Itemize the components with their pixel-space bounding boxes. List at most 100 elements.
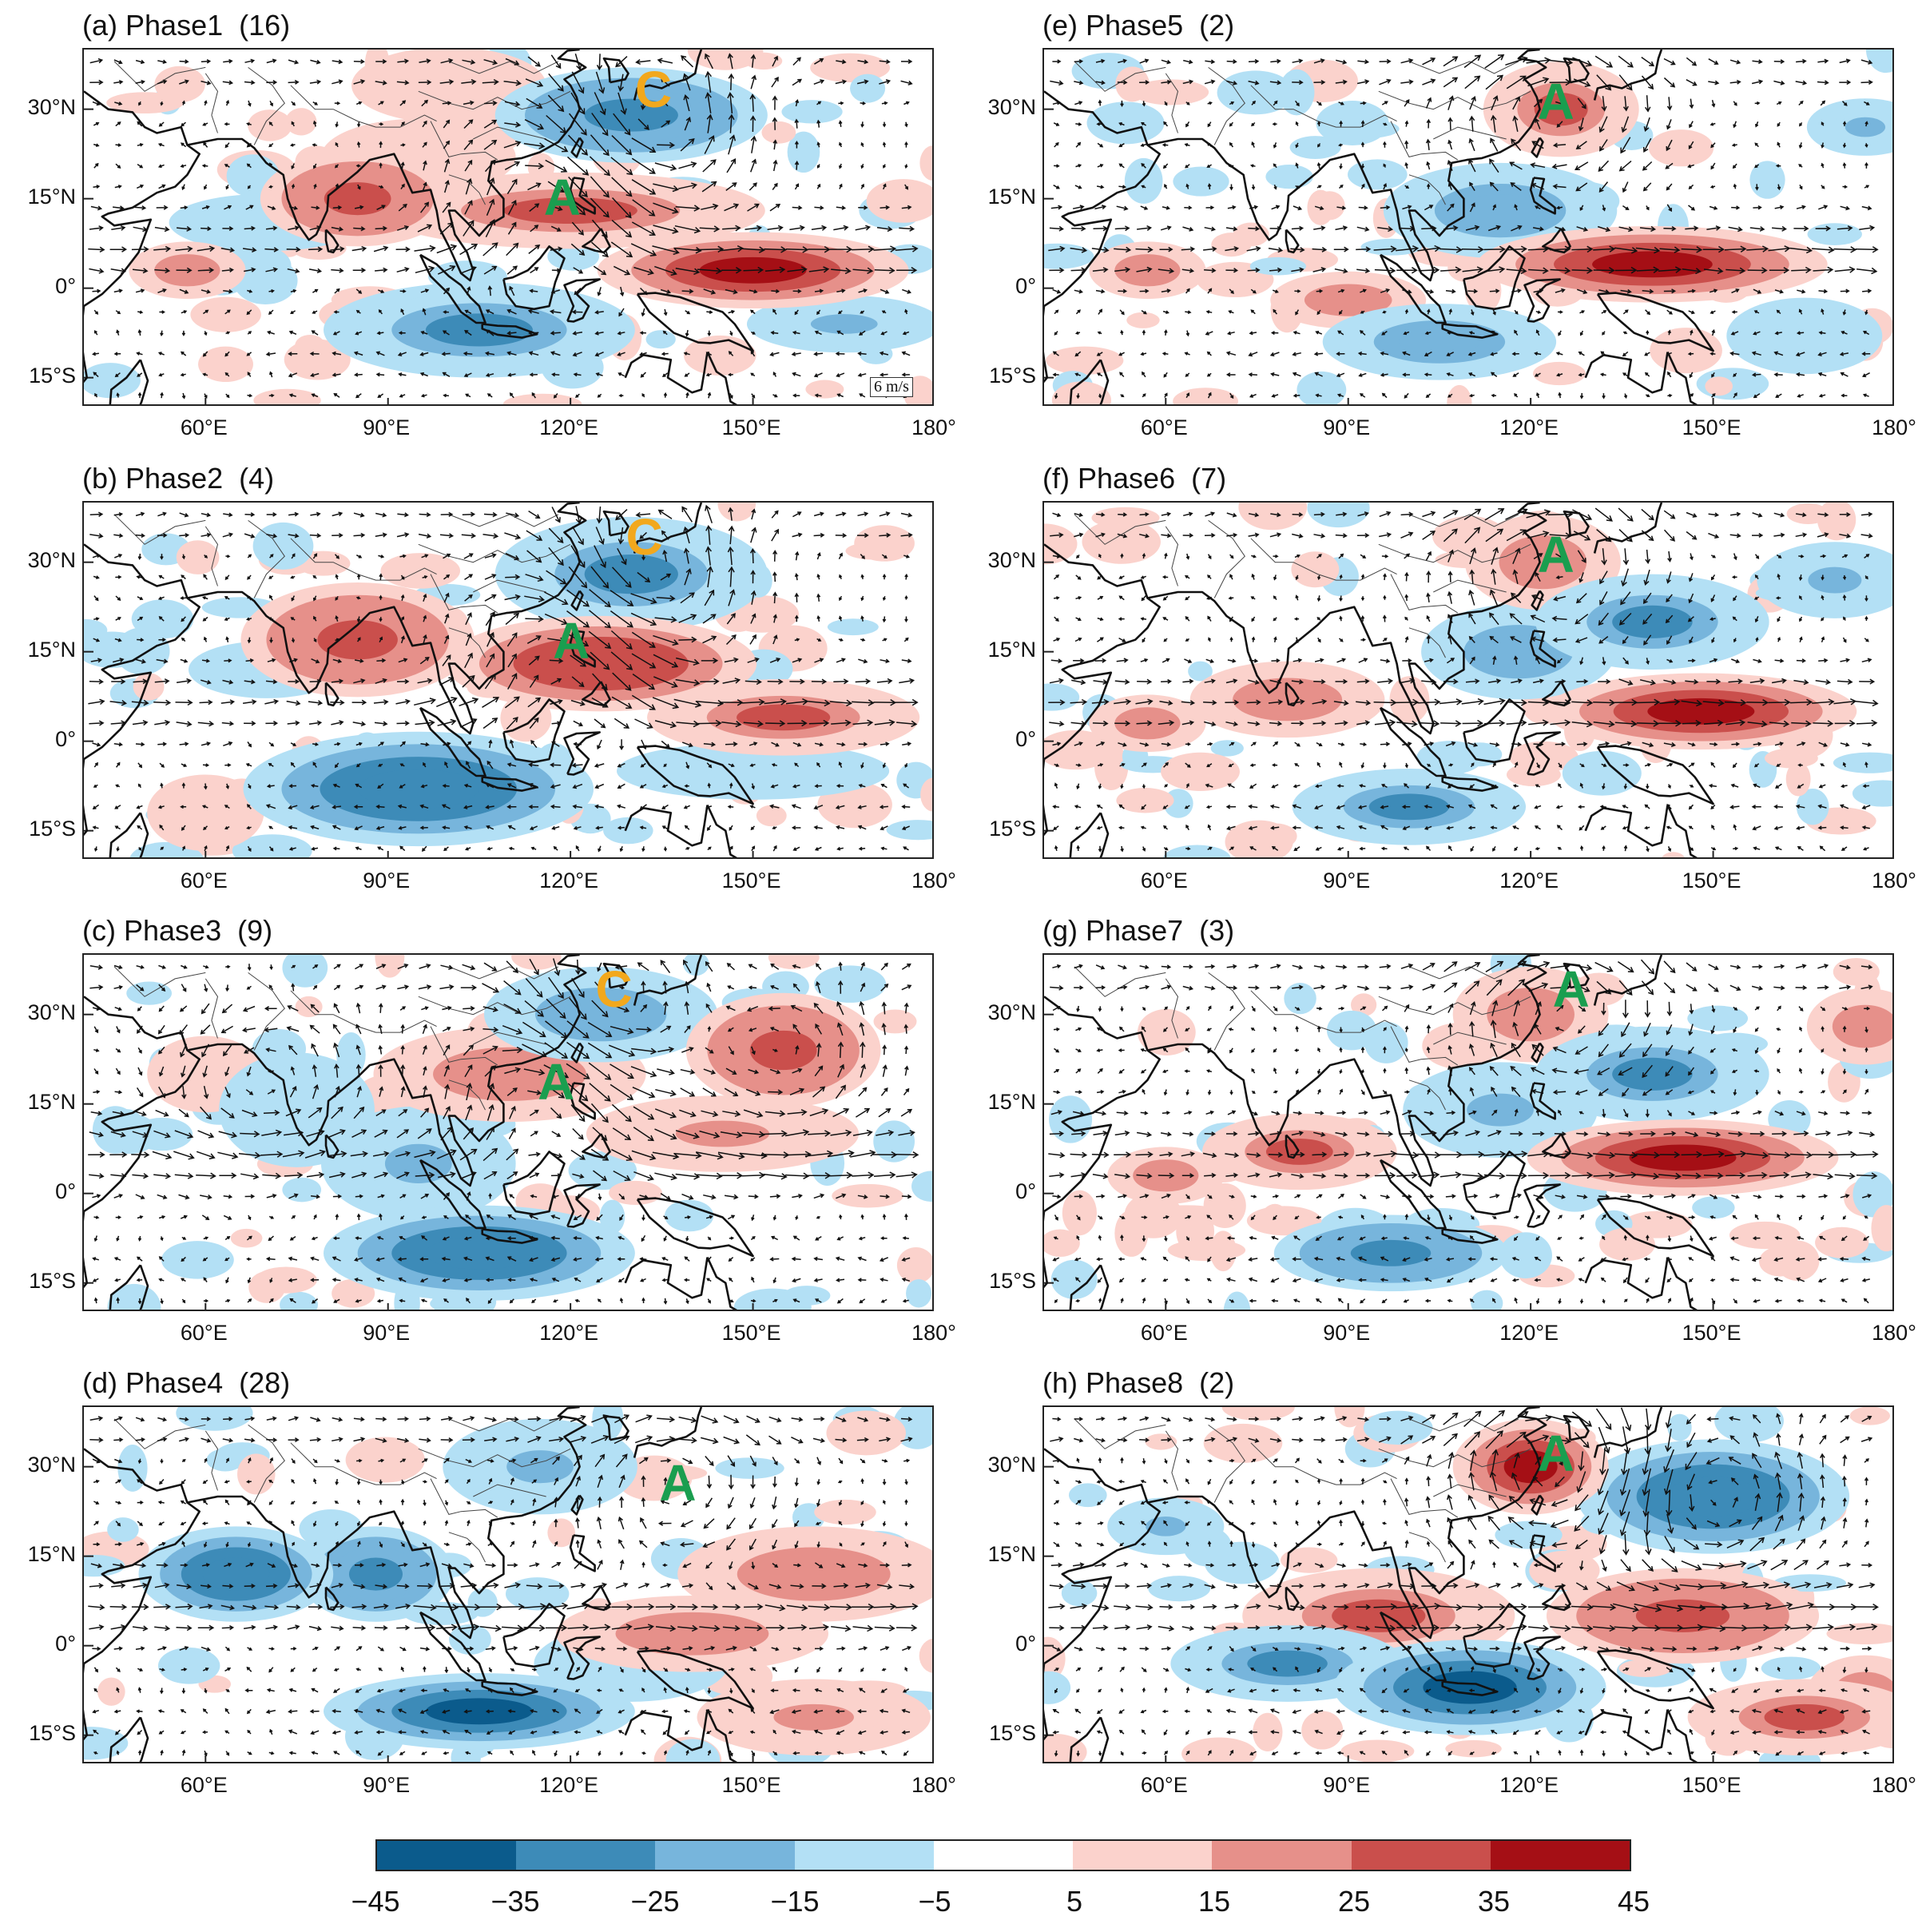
wind-vector [653,202,679,214]
wind-vector [247,574,252,580]
wind-vector [1463,54,1482,69]
wind-vector [396,1437,410,1443]
anomaly-patch [1796,788,1829,825]
wind-vector [1862,372,1870,378]
wind-vector [750,1235,756,1241]
wind-vector [794,592,800,602]
wind-vector [246,1480,252,1484]
wind-vector [335,574,339,580]
coastline [1285,1134,1300,1159]
coastline [1069,1264,1110,1310]
wind-vector [549,1415,564,1421]
wind-vector [224,1067,230,1077]
wind-vector [395,1603,411,1609]
wind-vector [399,1458,407,1463]
wind-vector [396,1624,411,1631]
wind-vector [398,331,406,336]
wind-vector [722,678,741,684]
wind-vector [1733,553,1737,561]
wind-vector [1572,509,1593,521]
wind-vector [858,205,868,210]
wind-vector [792,1647,802,1652]
wind-vector [115,1479,121,1484]
wind-vector [900,512,913,518]
anomaly-patch [1692,1196,1735,1219]
wind-vector [685,761,690,769]
wind-vector [1492,309,1496,316]
wind-vector [1491,393,1497,398]
wind-vector [1531,594,1544,602]
wind-vector [442,1709,451,1714]
wind-vector [706,1278,712,1282]
wind-vector [1116,658,1129,663]
anomaly-patch [107,1517,139,1542]
wind-vector [1513,1000,1520,1016]
wind-vector [1535,784,1541,788]
wind-vector [248,100,252,107]
wind-vector [1861,805,1871,810]
wind-vector [1050,532,1064,539]
anticyclone-marker: A [543,168,581,226]
wind-vector [726,1538,736,1551]
wind-vector [288,1437,300,1443]
wind-vector [1469,547,1477,565]
wind-vector [334,1459,340,1463]
wind-vector [180,596,187,600]
wind-vector [224,596,230,600]
wind-vector [641,553,646,561]
wind-vector [502,1025,523,1035]
wind-vector [201,1003,210,1015]
wind-vector [701,1437,719,1445]
wind-vector [528,655,540,666]
wind-vector [463,119,474,129]
wind-vector [618,1236,625,1240]
wind-vector [220,699,236,705]
wind-vector [266,784,275,789]
border-line [1408,1079,1446,1111]
wind-vector [379,1213,383,1221]
wind-vector [1426,161,1431,170]
wind-vector [860,1667,864,1672]
wind-vector [265,1047,276,1052]
wind-vector [899,1584,915,1590]
wind-vector [566,610,590,628]
border-line [1408,627,1446,658]
panel-count: (3) [1199,914,1235,947]
wind-vector [181,1688,186,1695]
wind-vector [116,1750,120,1755]
anomaly-patch [1499,1232,1552,1278]
wind-vector [597,1539,602,1549]
wind-vector [1207,824,1212,831]
wind-vector [550,1107,562,1119]
wind-vector [268,1479,274,1484]
wind-vector [675,1173,701,1180]
wind-vector [312,288,319,293]
border-line [1208,66,1245,145]
wind-vector [396,1129,410,1139]
wind-vector [1183,964,1193,969]
wind-vector [1489,288,1500,294]
wind-vector [335,614,339,622]
wind-vector [201,1646,212,1652]
anomaly-contour [317,620,398,660]
coastline [582,681,611,707]
wind-vector [202,1730,208,1735]
wind-vector [1207,741,1213,746]
wind-vector [395,698,411,705]
wind-vector [641,308,645,317]
anticyclone-marker: A [1537,526,1575,584]
wind-vector [201,1563,211,1568]
wind-vector [137,1215,144,1219]
wind-vector [1635,698,1661,706]
wind-vector [1203,700,1217,706]
wind-vector [201,1044,210,1058]
wind-vector [180,1521,187,1526]
wind-vector [242,699,257,705]
anomaly-patch [252,522,314,570]
wind-vector [1531,636,1545,642]
wind-vector [223,288,233,294]
wind-vector [1337,288,1345,293]
wind-vector [355,393,362,399]
wind-vector [1225,351,1237,356]
wind-vector [1158,720,1175,726]
